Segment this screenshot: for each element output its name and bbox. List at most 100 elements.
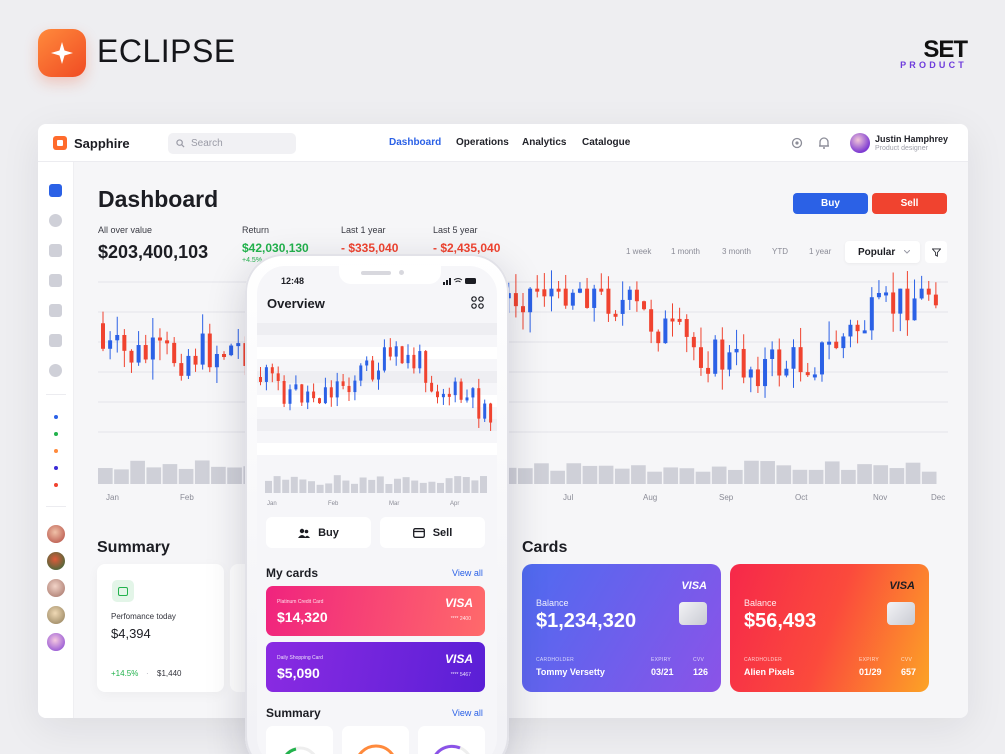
candle-body bbox=[412, 354, 416, 369]
volume-bar bbox=[394, 478, 401, 493]
eclipse-logo bbox=[38, 29, 86, 77]
candle-body bbox=[691, 336, 696, 348]
candle-body bbox=[784, 368, 789, 376]
balance-card[interactable]: VISA Balance $1,234,320 CARDHOLDER Tommy… bbox=[522, 564, 721, 692]
candle-body bbox=[819, 342, 824, 375]
grid-menu-icon[interactable] bbox=[471, 296, 484, 309]
volume-bar bbox=[273, 476, 281, 493]
phone-sell-button[interactable]: Sell bbox=[380, 517, 485, 548]
status-dot-green[interactable] bbox=[54, 432, 58, 436]
card-chip-icon bbox=[887, 602, 915, 625]
sort-select[interactable]: Popular bbox=[845, 241, 920, 263]
card-chip-icon bbox=[679, 602, 707, 625]
wallet-icon[interactable] bbox=[49, 274, 62, 287]
nav-analytics[interactable]: Analytics bbox=[522, 137, 567, 148]
phone-card[interactable]: Platinum Credit Card $14,320 VISA **** 2… bbox=[266, 586, 485, 636]
candle-body bbox=[430, 382, 434, 392]
candle-body bbox=[489, 403, 493, 423]
user-role: Product designer bbox=[875, 145, 928, 152]
candle-body bbox=[335, 381, 339, 398]
candle-body bbox=[270, 367, 274, 374]
dashboard-icon[interactable] bbox=[49, 184, 62, 197]
candle-body bbox=[869, 297, 874, 331]
candle-body bbox=[848, 324, 853, 337]
nav-operations[interactable]: Operations bbox=[456, 137, 509, 148]
gear-icon[interactable] bbox=[790, 136, 804, 150]
period-1-week[interactable]: 1 week bbox=[626, 247, 652, 256]
candle-body bbox=[282, 380, 286, 404]
volume-bar bbox=[792, 469, 808, 484]
view-all-summary-link[interactable]: View all bbox=[452, 708, 483, 718]
phone-card[interactable]: Daily Shopping Card $5,090 VISA **** 546… bbox=[266, 642, 485, 692]
period-ytd[interactable]: YTD bbox=[772, 247, 788, 256]
volume-bar bbox=[857, 464, 872, 484]
candle-body bbox=[447, 393, 451, 397]
summary-tile[interactable] bbox=[418, 726, 485, 754]
card-number: **** 5467 bbox=[450, 672, 471, 678]
status-dot-indigo[interactable] bbox=[54, 466, 58, 470]
candle-body bbox=[649, 309, 654, 332]
candle-body bbox=[521, 306, 525, 313]
nav-catalogue[interactable]: Catalogue bbox=[582, 137, 631, 148]
balance-amount: $56,493 bbox=[744, 610, 817, 632]
x-tick-label: Feb bbox=[180, 493, 194, 502]
x-tick-label: Aug bbox=[643, 493, 657, 502]
bell-icon[interactable] bbox=[817, 136, 831, 150]
candle-body bbox=[329, 387, 333, 398]
balance-card[interactable]: VISA Balance $56,493 CARDHOLDER Alien Pi… bbox=[730, 564, 929, 692]
candle-body bbox=[933, 294, 938, 306]
candle-body bbox=[684, 319, 689, 337]
volume-bar bbox=[428, 481, 436, 493]
search-input[interactable]: Search bbox=[168, 133, 296, 154]
candle-body bbox=[535, 288, 540, 292]
view-all-cards-link[interactable]: View all bbox=[452, 568, 483, 578]
sell-button[interactable]: Sell bbox=[872, 193, 947, 214]
candle-body bbox=[513, 293, 518, 307]
contact-avatar[interactable] bbox=[47, 525, 65, 543]
coin-icon[interactable] bbox=[49, 214, 62, 227]
candle-body bbox=[791, 347, 796, 369]
volume-bar bbox=[402, 477, 410, 493]
contact-avatar[interactable] bbox=[47, 606, 65, 624]
filter-button[interactable] bbox=[925, 241, 947, 263]
bank-icon[interactable] bbox=[49, 244, 62, 257]
volume-bar bbox=[194, 460, 210, 484]
candle-body bbox=[798, 347, 803, 373]
performance-card[interactable]: Perfomance today $4,394 +14.5% · $1,440 bbox=[97, 564, 224, 692]
cards-title: Cards bbox=[522, 539, 568, 556]
separator-dot: · bbox=[146, 669, 149, 678]
candle-body bbox=[122, 334, 127, 351]
buy-button[interactable]: Buy bbox=[793, 193, 868, 214]
candle-body bbox=[150, 337, 155, 360]
phone-buy-button[interactable]: Buy bbox=[266, 517, 371, 548]
status-dot-red[interactable] bbox=[54, 483, 58, 487]
summary-title: Summary bbox=[97, 539, 170, 556]
set-logo-word: SET bbox=[923, 36, 968, 63]
candle-body bbox=[129, 350, 134, 363]
period-3-month[interactable]: 3 month bbox=[722, 247, 751, 256]
status-dot-orange[interactable] bbox=[54, 449, 58, 453]
volume-bar bbox=[454, 476, 462, 493]
candle-body bbox=[613, 313, 618, 317]
summary-tile[interactable] bbox=[342, 726, 409, 754]
nav-dashboard[interactable]: Dashboard bbox=[389, 137, 442, 148]
avatar[interactable] bbox=[850, 133, 870, 153]
period-1-year[interactable]: 1 year bbox=[809, 247, 832, 256]
chart-icon[interactable] bbox=[49, 304, 62, 317]
candle-body bbox=[418, 351, 422, 369]
balance-label: Balance bbox=[536, 598, 569, 608]
message-icon[interactable] bbox=[49, 334, 62, 347]
phone-buy-label: Buy bbox=[318, 526, 339, 539]
contact-avatar[interactable] bbox=[47, 579, 65, 597]
candle-body bbox=[741, 348, 746, 378]
contact-avatar[interactable] bbox=[47, 633, 65, 651]
candle-body bbox=[563, 288, 568, 306]
user-icon[interactable] bbox=[49, 364, 62, 377]
volume-bar bbox=[376, 476, 384, 493]
status-time: 12:48 bbox=[281, 276, 305, 286]
summary-tile[interactable] bbox=[266, 726, 333, 754]
last-5-year-value: - $2,435,040 bbox=[433, 241, 501, 255]
period-1-month[interactable]: 1 month bbox=[671, 247, 700, 256]
contact-avatar[interactable] bbox=[47, 552, 65, 570]
status-dot-blue[interactable] bbox=[54, 415, 58, 419]
